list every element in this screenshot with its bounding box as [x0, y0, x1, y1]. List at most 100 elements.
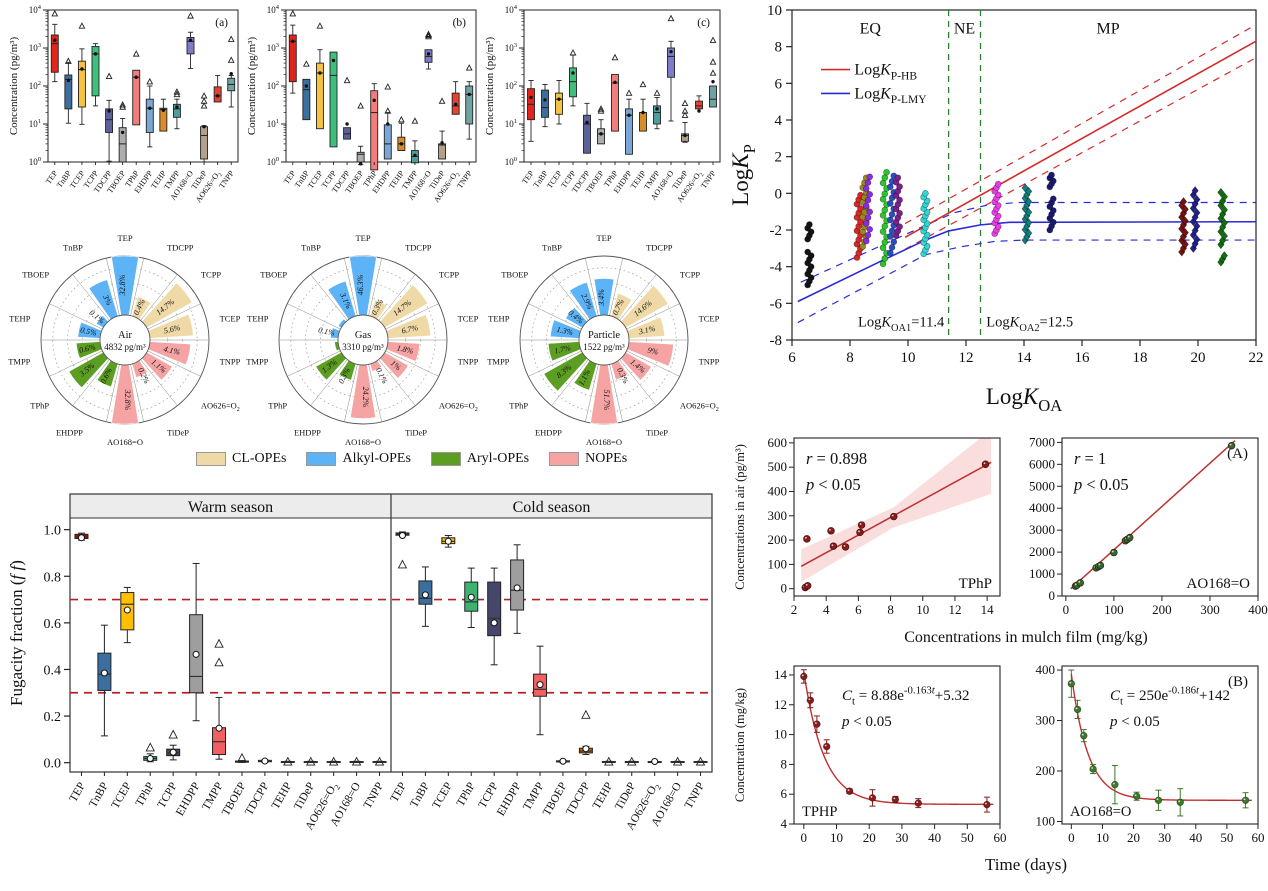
- svg-text:TPhP: TPhP: [268, 400, 287, 410]
- svg-text:TnBP: TnBP: [542, 243, 562, 253]
- alkyl-opes-label: Alkyl-OPEs: [342, 451, 411, 466]
- svg-text:EQ: EQ: [860, 20, 882, 37]
- svg-text:EHDPP: EHDPP: [294, 427, 321, 437]
- svg-text:AO626=O2: AO626=O2: [201, 400, 240, 413]
- svg-text:4: 4: [781, 816, 788, 831]
- svg-text:6.7%: 6.7%: [401, 323, 420, 336]
- svg-text:TnBP: TnBP: [408, 781, 432, 810]
- svg-text:Concentrations in air (pg/m³): Concentrations in air (pg/m³): [733, 444, 747, 590]
- svg-text:AO168=O: AO168=O: [586, 437, 622, 447]
- cl-opes-label: CL-OPEs: [232, 451, 287, 466]
- svg-text:TEP: TEP: [67, 781, 88, 805]
- svg-text:TCEP: TCEP: [109, 781, 133, 811]
- svg-text:300: 300: [1036, 713, 1056, 728]
- svg-text:18: 18: [1133, 350, 1148, 366]
- svg-text:50: 50: [961, 830, 974, 845]
- svg-text:Particle: Particle: [588, 330, 620, 341]
- svg-text:14: 14: [774, 667, 788, 682]
- svg-text:6: 6: [781, 786, 788, 801]
- svg-text:(a): (a): [215, 17, 228, 29]
- svg-text:TEP: TEP: [596, 233, 611, 243]
- svg-text:400: 400: [768, 483, 788, 498]
- svg-text:103: 103: [505, 42, 517, 53]
- svg-text:104: 104: [267, 4, 280, 15]
- svg-text:Concentration (mg/kg): Concentration (mg/kg): [733, 688, 747, 802]
- svg-text:(A): (A): [1227, 446, 1248, 462]
- svg-text:LogKOA2=12.5: LogKOA2=12.5: [986, 315, 1073, 334]
- svg-text:TMPP: TMPP: [8, 357, 30, 367]
- svg-text:200: 200: [768, 532, 788, 547]
- svg-text:Ct = 8.88e-0.163t+5.32: Ct = 8.88e-0.163t+5.32: [842, 685, 970, 708]
- svg-text:40: 40: [1189, 830, 1202, 845]
- svg-text:0.6%: 0.6%: [78, 342, 97, 355]
- svg-text:4000: 4000: [1029, 500, 1055, 515]
- svg-text:2000: 2000: [1029, 544, 1055, 559]
- svg-text:TEP: TEP: [117, 233, 132, 243]
- svg-text:8: 8: [775, 40, 783, 56]
- svg-text:TEP: TEP: [355, 233, 370, 243]
- svg-text:100: 100: [1104, 602, 1124, 617]
- svg-text:AO626=O2: AO626=O2: [680, 400, 719, 413]
- svg-text:0: 0: [1068, 830, 1075, 845]
- svg-text:-4: -4: [770, 260, 783, 276]
- svg-text:TEHP: TEHP: [488, 313, 510, 323]
- svg-text:Gas: Gas: [355, 330, 371, 341]
- svg-text:LogKP-HB: LogKP-HB: [854, 62, 917, 83]
- svg-text:TNPP: TNPP: [683, 781, 707, 811]
- svg-text:100: 100: [1036, 813, 1056, 828]
- svg-text:0: 0: [1063, 602, 1070, 617]
- svg-text:3310 pg/m³: 3310 pg/m³: [342, 342, 384, 352]
- svg-text:TCEP: TCEP: [458, 313, 479, 323]
- svg-text:p < 0.05: p < 0.05: [1109, 714, 1160, 730]
- svg-text:12: 12: [959, 350, 974, 366]
- svg-text:100: 100: [29, 156, 41, 167]
- svg-text:4.1%: 4.1%: [163, 344, 182, 357]
- svg-text:LogKP-LMY: LogKP-LMY: [854, 85, 927, 106]
- svg-text:14: 14: [1017, 350, 1033, 366]
- svg-text:Concentration (pg/m³): Concentration (pg/m³): [8, 37, 20, 136]
- svg-text:1000: 1000: [1029, 566, 1055, 581]
- svg-text:p < 0.05: p < 0.05: [805, 475, 861, 494]
- svg-text:TEP: TEP: [388, 781, 409, 805]
- svg-text:Concentrations in mulch film (: Concentrations in mulch film (mg/kg): [904, 629, 1148, 646]
- svg-text:LogKOA1=11.4: LogKOA1=11.4: [858, 315, 945, 334]
- svg-text:TEHP: TEHP: [9, 313, 31, 323]
- svg-text:TEHP: TEHP: [270, 781, 295, 812]
- svg-text:24.2%: 24.2%: [361, 387, 370, 408]
- boxplot-panel-a: 100101102103104TEPTnBPTCEPTCPPTDCPPTBOEP…: [8, 4, 239, 204]
- svg-text:AO168=O: AO168=O: [1187, 576, 1251, 592]
- svg-text:60: 60: [1252, 830, 1265, 845]
- legend-item: Aryl-OPEs: [430, 451, 529, 467]
- svg-text:r = 1: r = 1: [1074, 449, 1106, 468]
- svg-text:LogKOA: LogKOA: [986, 384, 1062, 415]
- svg-text:6: 6: [855, 602, 862, 617]
- svg-text:51.7%: 51.7%: [602, 390, 611, 411]
- boxplot-panel-c: 100101102103104TEPTnBPTCEPTCPPTDCPPTBOEP…: [484, 4, 721, 204]
- svg-text:TnBP: TnBP: [87, 781, 111, 810]
- ope-group-legend: CL-OPEs Alkyl-OPEs Aryl-OPEs NOPEs: [196, 451, 627, 467]
- svg-text:(b): (b): [453, 17, 467, 29]
- svg-text:8: 8: [887, 602, 894, 617]
- svg-text:102: 102: [505, 80, 517, 91]
- svg-text:4: 4: [823, 602, 830, 617]
- svg-text:TNPP: TNPP: [220, 357, 241, 367]
- rose-chart-gas: 46.3%TEP0.3%TDCPP14.7%TCPP6.7%TCEP1.8%TN…: [246, 233, 479, 447]
- svg-text:0.2: 0.2: [44, 710, 62, 725]
- svg-text:(c): (c): [697, 17, 710, 29]
- logkp-vs-logkoa-plot: 6 8 10 12 14 16 18 20 22 -8 -6 -4 -2 0 2 4 6 8 10 EQ NE MP Log…: [730, 3, 1264, 415]
- svg-text:20: 20: [863, 830, 876, 845]
- svg-text:AO168=O: AO168=O: [345, 437, 381, 447]
- svg-text:7000: 7000: [1029, 434, 1055, 449]
- svg-text:400: 400: [1036, 662, 1056, 677]
- svg-text:LogKP: LogKP: [730, 144, 759, 206]
- svg-text:102: 102: [267, 80, 279, 91]
- legend-item: CL-OPEs: [196, 451, 286, 467]
- svg-text:400: 400: [1248, 602, 1268, 617]
- svg-text:10: 10: [901, 350, 916, 366]
- svg-text:102: 102: [29, 80, 41, 91]
- svg-text:TDCPP: TDCPP: [167, 243, 194, 253]
- svg-text:8: 8: [846, 350, 854, 366]
- svg-text:12: 12: [948, 602, 961, 617]
- svg-text:TiDeP: TiDeP: [405, 427, 427, 437]
